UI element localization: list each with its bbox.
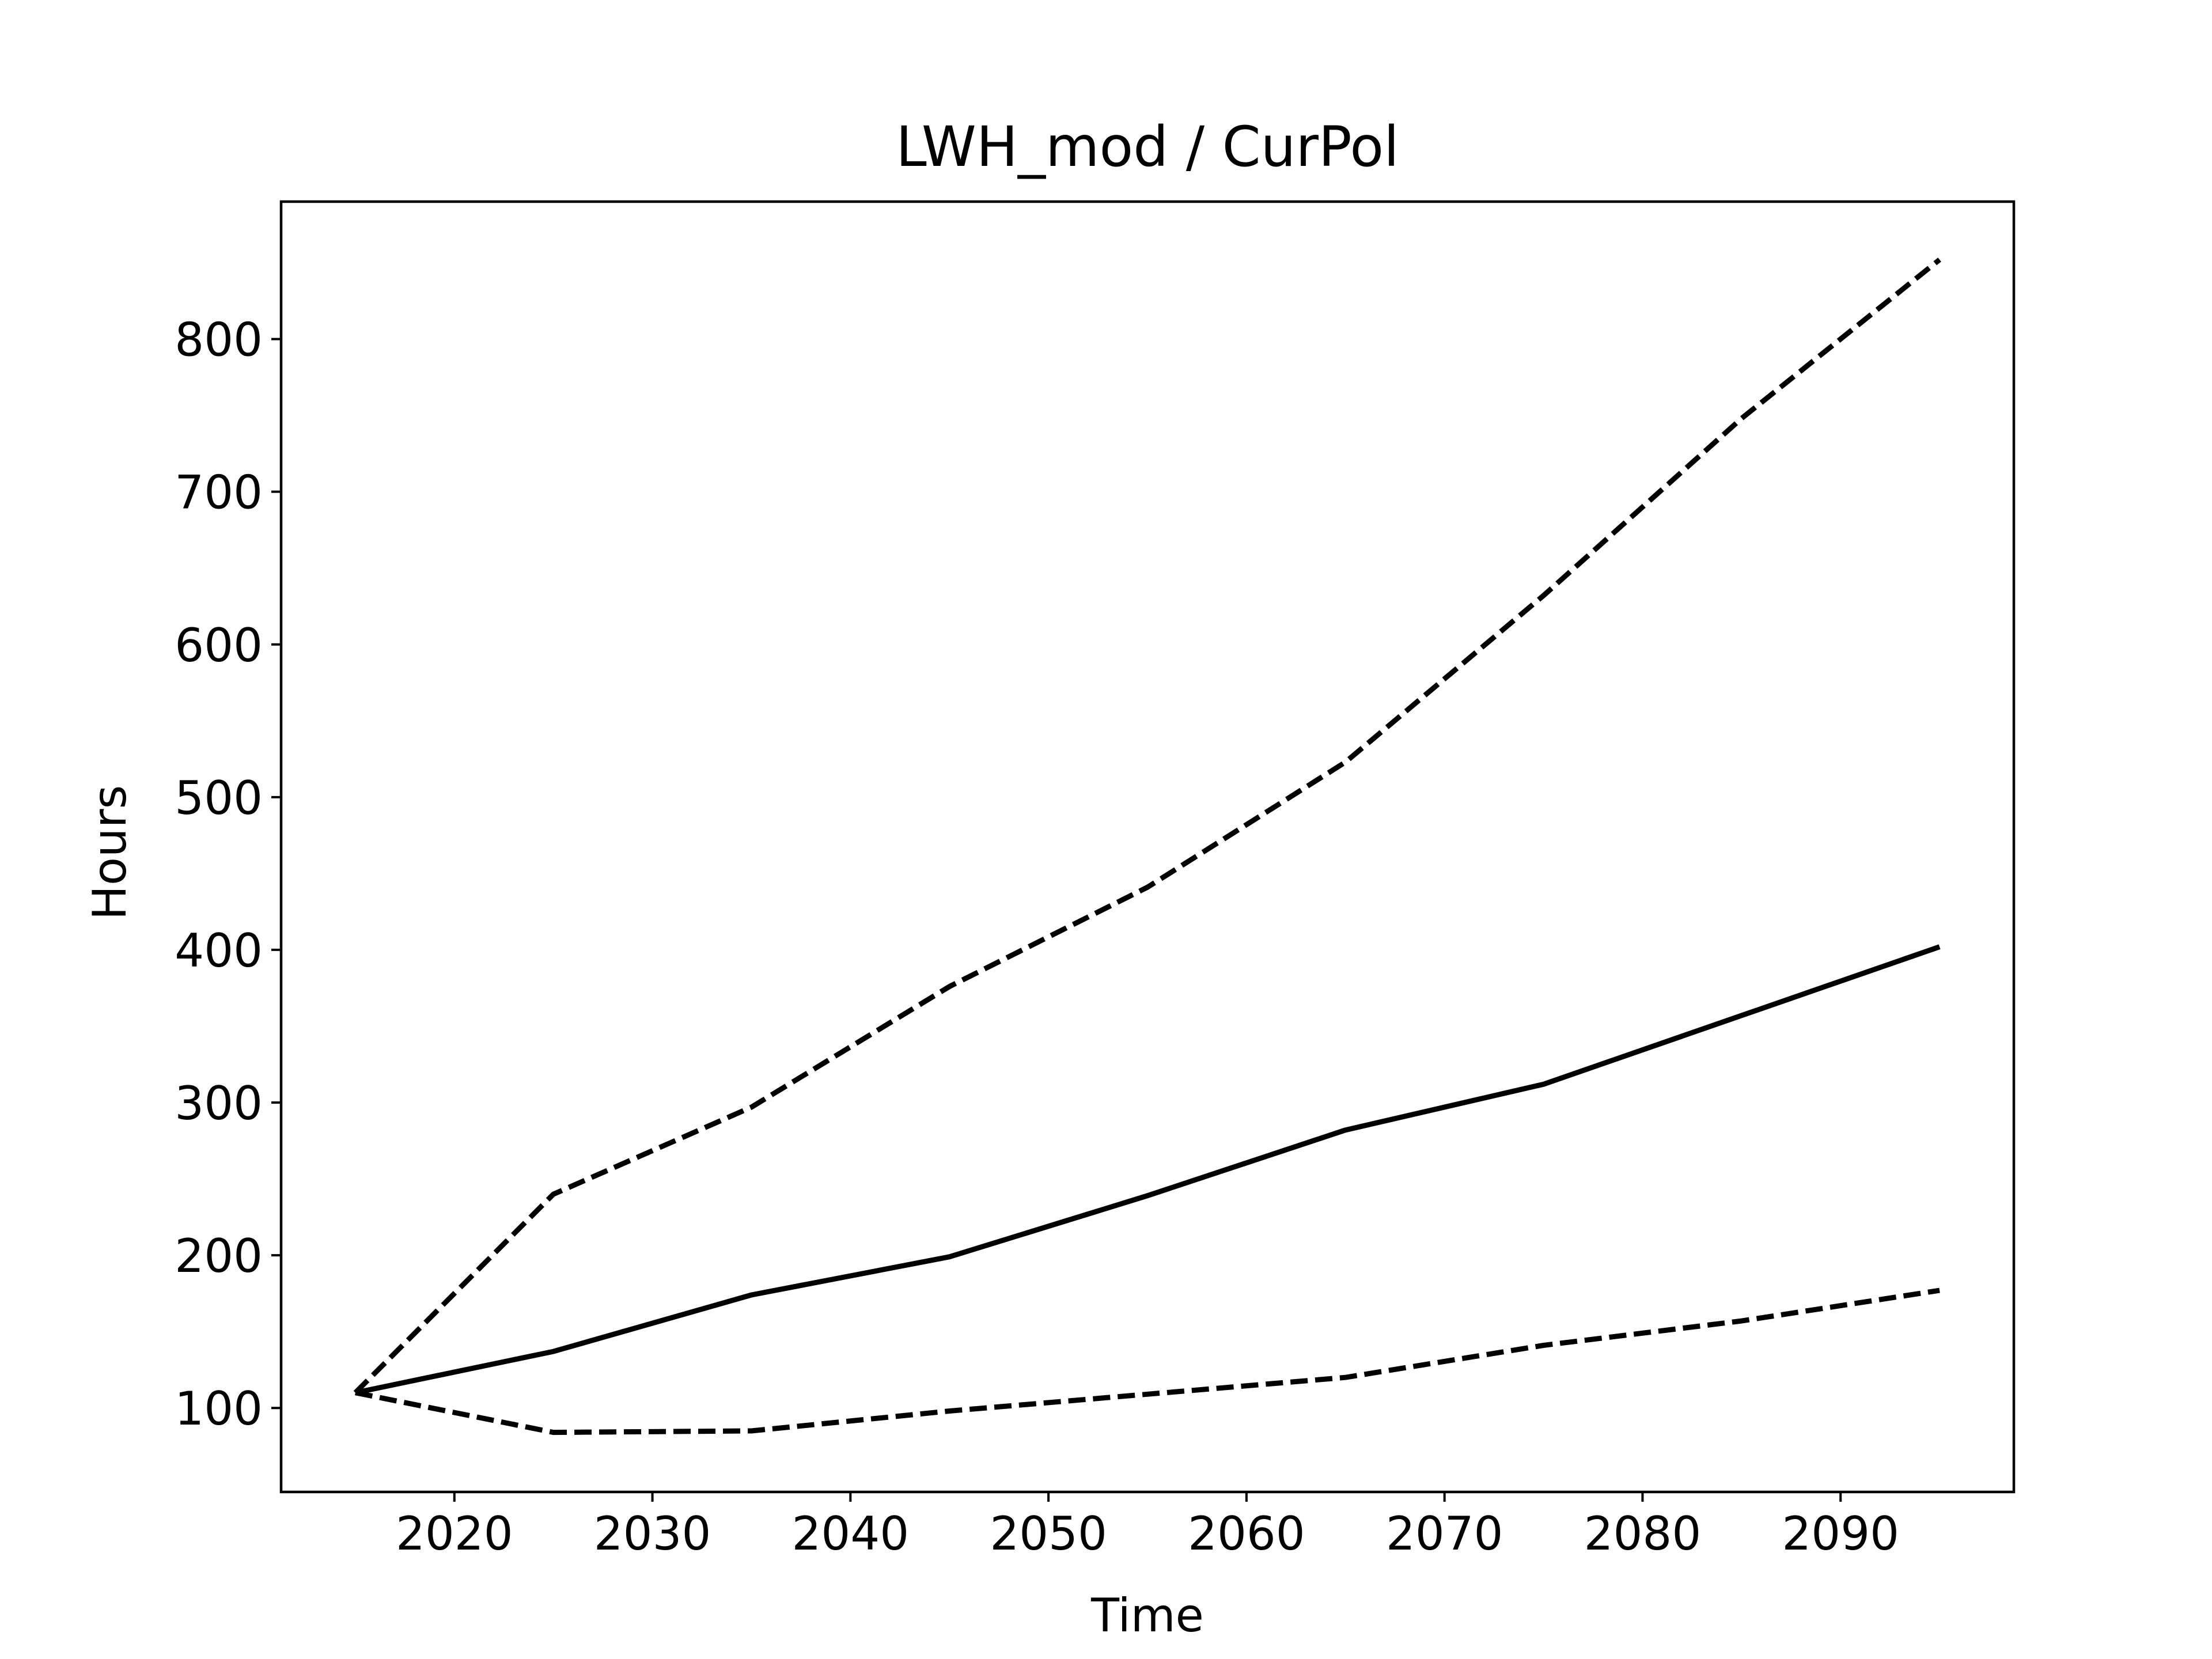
- x-tick-label: 2020: [396, 1507, 513, 1560]
- y-tick-label: 700: [175, 466, 263, 520]
- y-tick-label: 400: [175, 924, 263, 978]
- x-tick-label: 2070: [1386, 1507, 1503, 1560]
- y-tick-label: 800: [175, 313, 263, 367]
- x-tick-label: 2060: [1188, 1507, 1305, 1560]
- series-line-1: [354, 944, 1941, 1396]
- y-tick-label: 600: [175, 619, 263, 672]
- plot-frame: [279, 200, 2016, 1494]
- x-axis-label: Time: [1090, 1589, 1204, 1642]
- x-tick-label: 2050: [990, 1507, 1107, 1560]
- x-tick-label: 2080: [1584, 1507, 1702, 1560]
- y-tick-label: 200: [175, 1229, 263, 1283]
- y-tick-label: 500: [175, 771, 263, 825]
- series-line-2: [353, 257, 1941, 1395]
- y-tick-label: 300: [175, 1077, 263, 1130]
- x-axis: 2020 2030 2040 2050 2060 2070 2080 2090: [396, 1492, 1899, 1560]
- y-axis-label: Hours: [83, 785, 137, 920]
- series-line-3: [355, 1287, 1940, 1435]
- chart-title: LWH_mod / CurPol: [896, 115, 1399, 179]
- y-axis: 100 200 300 400 500 600 700 800: [175, 313, 281, 1435]
- y-tick-label: 100: [175, 1382, 263, 1435]
- x-tick-label: 2090: [1782, 1507, 1899, 1560]
- plot-area: [279, 200, 2016, 1494]
- x-tick-label: 2040: [792, 1507, 910, 1560]
- x-tick-label: 2030: [594, 1507, 711, 1560]
